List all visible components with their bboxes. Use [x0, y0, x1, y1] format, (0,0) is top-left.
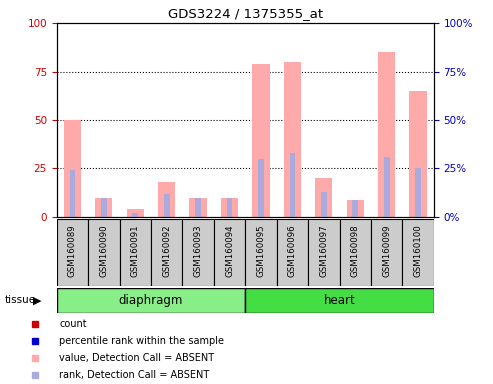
- Bar: [133, 213, 138, 217]
- Bar: [315, 178, 332, 217]
- Bar: [347, 200, 364, 217]
- Bar: [127, 209, 144, 217]
- Text: GSM160096: GSM160096: [288, 224, 297, 277]
- Bar: [57, 288, 245, 313]
- Text: GSM160098: GSM160098: [351, 224, 360, 277]
- Text: GSM160094: GSM160094: [225, 224, 234, 277]
- Text: GSM160093: GSM160093: [194, 224, 203, 277]
- Bar: [371, 219, 402, 286]
- Text: GSM160090: GSM160090: [99, 224, 108, 277]
- Bar: [57, 219, 88, 286]
- Bar: [70, 170, 75, 217]
- Text: GSM160100: GSM160100: [414, 224, 423, 277]
- Bar: [384, 157, 389, 217]
- Bar: [415, 169, 421, 217]
- Bar: [258, 159, 264, 217]
- Text: ▶: ▶: [33, 295, 41, 306]
- Bar: [151, 219, 182, 286]
- Bar: [95, 198, 112, 217]
- Bar: [284, 62, 301, 217]
- Bar: [402, 219, 434, 286]
- Text: GSM160097: GSM160097: [319, 224, 328, 277]
- Bar: [64, 120, 81, 217]
- Bar: [277, 219, 308, 286]
- Bar: [119, 219, 151, 286]
- Text: GSM160092: GSM160092: [162, 224, 171, 277]
- Bar: [378, 52, 395, 217]
- Text: percentile rank within the sample: percentile rank within the sample: [59, 336, 224, 346]
- Bar: [308, 219, 340, 286]
- Text: GSM160095: GSM160095: [256, 224, 266, 277]
- Bar: [245, 288, 434, 313]
- Bar: [214, 219, 246, 286]
- Text: GSM160089: GSM160089: [68, 224, 77, 277]
- Text: GSM160099: GSM160099: [382, 224, 391, 277]
- Bar: [189, 198, 207, 217]
- Bar: [101, 198, 106, 217]
- Bar: [158, 182, 176, 217]
- Bar: [245, 219, 277, 286]
- Bar: [321, 192, 327, 217]
- Bar: [227, 198, 232, 217]
- Text: tissue: tissue: [5, 295, 36, 306]
- Bar: [352, 200, 358, 217]
- Bar: [88, 219, 119, 286]
- Text: diaphragm: diaphragm: [119, 294, 183, 307]
- Bar: [410, 91, 427, 217]
- Text: GSM160091: GSM160091: [131, 224, 140, 277]
- Title: GDS3224 / 1375355_at: GDS3224 / 1375355_at: [168, 7, 323, 20]
- Bar: [182, 219, 214, 286]
- Bar: [164, 194, 170, 217]
- Text: heart: heart: [324, 294, 355, 307]
- Text: value, Detection Call = ABSENT: value, Detection Call = ABSENT: [59, 353, 214, 363]
- Bar: [221, 198, 238, 217]
- Bar: [289, 153, 295, 217]
- Bar: [340, 219, 371, 286]
- Text: rank, Detection Call = ABSENT: rank, Detection Call = ABSENT: [59, 370, 210, 381]
- Bar: [252, 64, 270, 217]
- Bar: [195, 198, 201, 217]
- Text: count: count: [59, 318, 87, 329]
